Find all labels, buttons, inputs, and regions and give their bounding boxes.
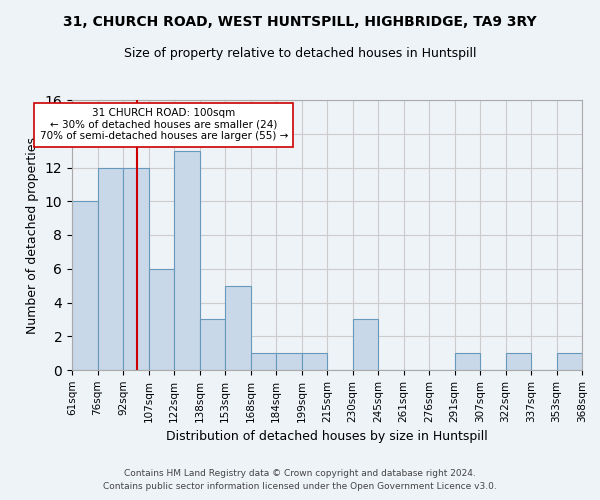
Bar	[225, 286, 251, 370]
Bar	[455, 353, 480, 370]
Bar	[302, 353, 327, 370]
Text: 31 CHURCH ROAD: 100sqm
← 30% of detached houses are smaller (24)
70% of semi-det: 31 CHURCH ROAD: 100sqm ← 30% of detached…	[40, 108, 288, 142]
Bar	[97, 168, 123, 370]
Bar	[199, 320, 225, 370]
Bar	[149, 269, 174, 370]
Text: 31, CHURCH ROAD, WEST HUNTSPILL, HIGHBRIDGE, TA9 3RY: 31, CHURCH ROAD, WEST HUNTSPILL, HIGHBRI…	[63, 15, 537, 29]
Text: Contains public sector information licensed under the Open Government Licence v3: Contains public sector information licen…	[103, 482, 497, 491]
Bar	[353, 320, 378, 370]
Y-axis label: Number of detached properties: Number of detached properties	[26, 136, 39, 334]
X-axis label: Distribution of detached houses by size in Huntspill: Distribution of detached houses by size …	[166, 430, 488, 443]
Bar	[251, 353, 276, 370]
Text: Size of property relative to detached houses in Huntspill: Size of property relative to detached ho…	[124, 48, 476, 60]
Text: Contains HM Land Registry data © Crown copyright and database right 2024.: Contains HM Land Registry data © Crown c…	[124, 468, 476, 477]
Bar	[557, 353, 582, 370]
Bar	[505, 353, 531, 370]
Bar	[276, 353, 302, 370]
Bar	[174, 150, 199, 370]
Bar	[123, 168, 149, 370]
Bar	[72, 201, 97, 370]
